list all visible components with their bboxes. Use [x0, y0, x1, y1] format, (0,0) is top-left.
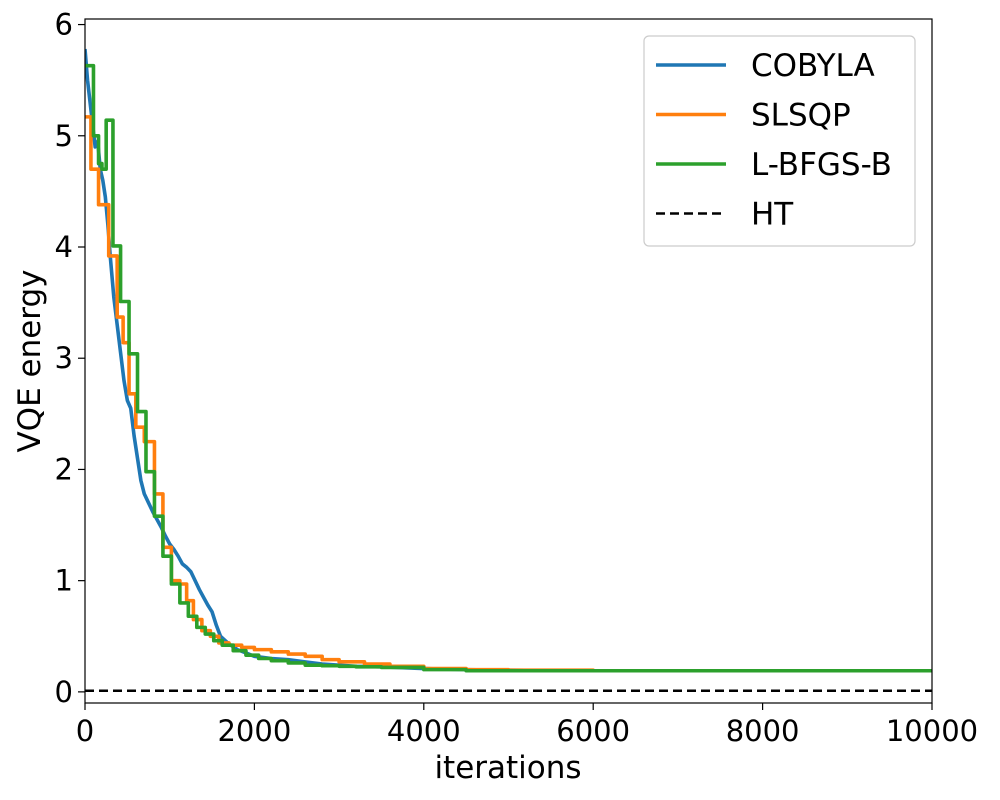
y-axis-ticks: 0 1 2 3 4 5 6: [55, 8, 85, 709]
legend-box: [643, 35, 916, 247]
plot-frame: [84, 18, 933, 704]
legend: COBYLA SLSQP L-BFGS-B HT: [643, 35, 916, 247]
x-tick-label: 8000: [726, 714, 800, 748]
legend-label: SLSQP: [751, 98, 851, 134]
y-tick-label: 5: [55, 119, 73, 153]
x-tick-label: 4000: [387, 714, 461, 748]
x-tick-label: 10000: [886, 714, 978, 748]
x-tick-label: 6000: [556, 714, 630, 748]
x-tick-label: 0: [76, 714, 94, 748]
x-axis-ticks: 0 2000 4000 6000 8000 10000: [76, 703, 978, 748]
y-tick-label: 1: [55, 564, 73, 598]
y-tick-label: 0: [55, 675, 73, 709]
legend-label: COBYLA: [751, 48, 875, 84]
y-axis-label: VQE energy: [12, 269, 48, 452]
legend-label: L-BFGS-B: [751, 147, 892, 183]
y-tick-label: 2: [55, 452, 73, 486]
series-layer: [85, 48, 932, 693]
y-tick-label: 6: [55, 8, 73, 42]
series-line-l-bfgs-b: [85, 63, 932, 673]
y-tick-label: 4: [55, 230, 73, 264]
x-tick-label: 2000: [217, 714, 291, 748]
x-axis-label: iterations: [434, 750, 581, 786]
y-tick-label: 3: [55, 341, 73, 375]
legend-label: HT: [751, 197, 794, 233]
